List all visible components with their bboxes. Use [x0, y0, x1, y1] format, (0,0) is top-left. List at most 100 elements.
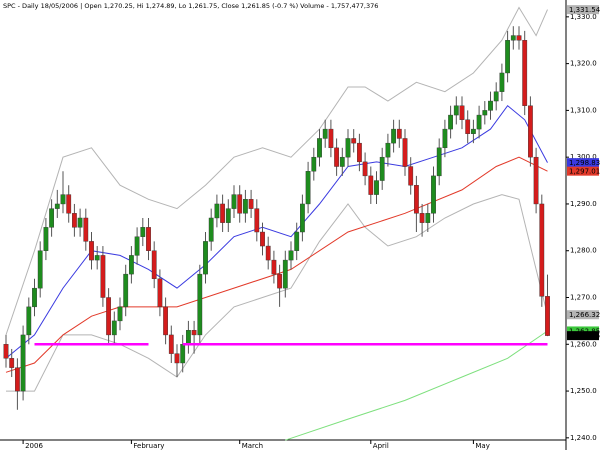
candle-body	[300, 203, 305, 233]
candle-body	[128, 255, 134, 275]
candle-body	[357, 142, 362, 163]
candle-body	[391, 128, 396, 144]
candle-body	[408, 166, 414, 186]
candle-body	[528, 105, 533, 158]
candle-body	[465, 119, 471, 134]
candle-body	[26, 306, 32, 336]
candle-body	[317, 138, 322, 158]
candle-body	[66, 194, 72, 214]
candle-body	[157, 278, 163, 308]
candle-body	[197, 273, 203, 336]
candle-body	[476, 114, 482, 130]
candle-body	[140, 227, 146, 237]
candle-body	[185, 330, 191, 345]
candle-body	[168, 334, 174, 354]
x-tick-label: March	[242, 442, 263, 450]
candle-body	[493, 91, 499, 102]
indicator-line	[5, 156, 548, 373]
candle-body	[180, 344, 186, 364]
y-tick-label: 1,260.0	[570, 340, 597, 348]
candle-body	[442, 128, 448, 149]
price-tag-label: 1,261.85	[569, 332, 600, 340]
y-tick-label: 1,320.0	[570, 60, 597, 68]
candle-body	[174, 353, 180, 364]
candle-body	[89, 241, 94, 261]
candle-body	[83, 217, 89, 242]
candle-body	[94, 255, 100, 261]
candle-body	[208, 217, 214, 242]
y-tick-label: 1,240.0	[570, 434, 597, 442]
candle-body	[328, 128, 334, 149]
candle-body	[265, 245, 271, 261]
candle-body	[471, 128, 476, 134]
candle-body	[339, 156, 345, 167]
candle-body	[488, 100, 493, 111]
candle-body	[3, 344, 9, 359]
y-tick-label: 1,290.0	[570, 200, 597, 208]
candle-body	[505, 40, 510, 74]
candle-body	[545, 296, 550, 336]
candle-body	[345, 138, 351, 158]
y-tick-label: 1,250.0	[570, 387, 597, 395]
price-tag	[567, 5, 599, 15]
candle-body	[225, 208, 231, 223]
candle-body	[254, 208, 260, 233]
candle-body	[60, 194, 66, 205]
price-tag	[567, 310, 599, 320]
candle-body	[117, 306, 123, 322]
candle-body	[20, 334, 26, 392]
candle-body	[71, 213, 77, 228]
candle-body	[436, 147, 442, 177]
candle-body	[482, 110, 488, 116]
candle-body	[379, 156, 385, 181]
candle-body	[271, 259, 277, 275]
candle-body	[54, 203, 60, 209]
candle-body	[146, 227, 151, 251]
y-tick-label: 1,330.0	[570, 13, 597, 21]
candle-body	[311, 156, 317, 172]
indicator-line	[285, 330, 548, 441]
candle-body	[499, 72, 505, 92]
candle-body	[277, 273, 282, 289]
candle-body	[294, 231, 300, 251]
candle-body	[134, 236, 140, 256]
price-tag-label: 1,331.54	[569, 6, 600, 14]
x-tick-label: 2006	[25, 442, 43, 450]
candle-body	[385, 142, 391, 158]
candle-body	[453, 105, 459, 116]
candle-body	[396, 128, 402, 139]
candle-body	[163, 306, 168, 336]
candle-body	[522, 40, 528, 106]
candle-body	[402, 138, 408, 167]
candle-body	[414, 185, 419, 214]
candle-body	[419, 213, 425, 223]
y-tick-label: 1,300.0	[570, 153, 597, 161]
y-tick-label: 1,270.0	[570, 294, 597, 302]
indicator-line	[5, 104, 548, 359]
candle-body	[123, 273, 129, 308]
candle-body	[288, 250, 294, 261]
candle-body	[448, 114, 453, 130]
indicator-line	[6, 194, 548, 392]
candle-body	[431, 175, 436, 214]
candle-body	[106, 297, 112, 336]
candle-body	[539, 203, 545, 297]
candle-body	[43, 227, 49, 251]
price-tag-label: 1,297.01	[569, 167, 600, 175]
candle-body	[14, 367, 20, 392]
candle-body	[248, 199, 254, 209]
indicator-line	[5, 6, 548, 336]
x-tick-label: February	[133, 442, 164, 450]
y-tick-label: 1,310.0	[570, 106, 597, 114]
candle-body	[111, 320, 117, 336]
price-tag	[567, 331, 599, 341]
price-tag-label: 1,266.32	[569, 311, 600, 319]
candle-body	[305, 171, 311, 205]
price-tag-label: 1,298.83	[569, 159, 600, 167]
candle-body	[334, 147, 339, 167]
candle-body	[374, 180, 379, 195]
candle-body	[237, 194, 243, 214]
price-tag	[567, 158, 599, 168]
